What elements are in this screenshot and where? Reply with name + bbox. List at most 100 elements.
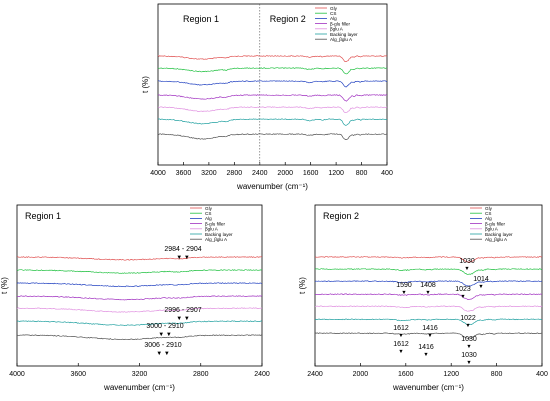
x-tick-label: 400 (536, 371, 548, 378)
spectrum-line (315, 256, 543, 263)
peak-annotation: 1612 (393, 341, 409, 348)
x-tick-label: 1200 (328, 170, 344, 177)
peak-annotation: 1416 (418, 344, 434, 351)
peak-arrow-icon: ▼ ▼ (176, 316, 190, 322)
spectrum-line (157, 133, 388, 140)
spectrum-line (157, 67, 388, 75)
x-tick-label: 4000 (9, 371, 25, 378)
x-axis-label: wavenumber (cm⁻¹) (103, 383, 175, 392)
peak-arrow-icon: ▼ (427, 333, 432, 339)
spectrum-line (158, 80, 387, 88)
peak-arrow-icon: ▼ (401, 290, 406, 296)
legend-entry: Alg_βglu A (330, 37, 353, 42)
peak-annotation: 1612 (393, 325, 409, 332)
legend-entry: Gly (330, 6, 338, 11)
legend-entry: Alg (330, 16, 337, 21)
peak-arrow-icon: ▼ (465, 323, 470, 329)
x-tick-label: 800 (491, 371, 503, 378)
peak-annotation: 1023 (455, 286, 471, 293)
spectrum-line (157, 55, 388, 62)
peak-annotation: 1022 (460, 315, 476, 322)
peak-annotation: 1408 (420, 282, 436, 289)
legend-entry: βglu A (205, 227, 219, 232)
y-axis-label: t (%) (141, 76, 150, 93)
peak-annotation: 1590 (396, 282, 412, 289)
peak-annotation: 1030 (461, 336, 477, 343)
region-title: Region 2 (323, 211, 359, 221)
legend-entry: Gly (485, 206, 493, 211)
legend-entry: Alg_βglu A (485, 237, 508, 242)
plot-frame (314, 204, 543, 367)
peak-arrow-icon: ▼ (466, 360, 471, 366)
legend-entry: βglu A (330, 27, 344, 32)
peak-arrow-icon: ▼ ▼ (158, 332, 172, 338)
region-1-title: Region 1 (183, 14, 219, 24)
spectrum-line (16, 269, 263, 274)
peak-annotation: 2996 - 2907 (164, 307, 201, 314)
peak-annotation: 3000 - 2910 (146, 323, 183, 330)
peak-annotation: 1030 (461, 352, 477, 359)
legend-entry: β-glu filler (330, 21, 350, 26)
peak-arrow-icon: ▼ ▼ (176, 255, 190, 261)
x-tick-label: 2000 (353, 371, 369, 378)
x-axis-label: wavenumber (cm⁻¹) (392, 383, 464, 392)
legend-entry: CS (205, 211, 211, 216)
spectrum-line (17, 256, 263, 261)
spectrum-line (17, 295, 263, 301)
x-tick-label: 2400 (252, 170, 268, 177)
legend-entry: Alg_βglu A (205, 237, 228, 242)
peak-arrow-icon: ▼ (466, 344, 471, 350)
peak-annotation: 2984 - 2904 (164, 246, 201, 253)
x-tick-label: 2000 (277, 170, 293, 177)
spectrum-line (16, 307, 263, 313)
peak-arrow-icon: ▼ (423, 352, 428, 358)
legend-entry: Gly (205, 206, 213, 211)
plot-frame (16, 204, 263, 367)
x-tick-label: 1600 (398, 371, 414, 378)
spectrum-line (314, 332, 543, 339)
spectrum-line (16, 320, 263, 326)
peak-arrow-icon: ▼ (398, 333, 403, 339)
peak-annotation: 1416 (422, 325, 438, 332)
spectrum-line (314, 318, 543, 326)
x-tick-label: 2400 (254, 371, 270, 378)
x-tick-label: 4000 (150, 170, 166, 177)
region-title: Region 1 (25, 211, 61, 221)
spectrum-line (314, 305, 543, 312)
x-tick-label: 1200 (443, 371, 459, 378)
legend-entry: Alg (205, 216, 212, 221)
legend-entry: Backing layer (485, 232, 513, 237)
peak-arrow-icon: ▼ (425, 290, 430, 296)
x-tick-label: 2400 (307, 371, 323, 378)
legend-entry: Alg (485, 216, 492, 221)
peak-arrow-icon: ▼ (460, 294, 465, 300)
spectrum-line (157, 94, 388, 102)
x-tick-label: 2800 (193, 371, 209, 378)
peak-arrow-icon: ▼ (478, 284, 483, 290)
spectrum-line (16, 282, 262, 288)
spectrum-line (157, 106, 388, 113)
peak-annotation: 1030 (459, 258, 475, 265)
spectrum-line (314, 293, 543, 300)
x-tick-label: 400 (381, 170, 393, 177)
legend-entry: β-glu filler (205, 221, 225, 226)
legend-entry: β-glu filler (485, 221, 505, 226)
spectrum-line (314, 268, 543, 275)
region-2-title: Region 2 (270, 14, 306, 24)
peak-arrow-icon: ▼ ▼ (156, 351, 170, 357)
y-axis-label: t (%) (298, 277, 307, 294)
x-tick-label: 3200 (201, 170, 217, 177)
spectrum-line (157, 118, 387, 126)
legend-entry: Backing layer (205, 232, 233, 237)
peak-arrow-icon: ▼ (398, 349, 403, 355)
spectrum-line (16, 334, 263, 341)
x-tick-label: 3600 (176, 170, 192, 177)
spectrum-line (314, 280, 543, 287)
peak-annotation: 3006 - 2910 (144, 342, 181, 349)
legend-entry: CS (330, 11, 336, 16)
x-tick-label: 3600 (70, 371, 86, 378)
peak-annotation: 1014 (473, 276, 489, 283)
legend-entry: Backing layer (330, 32, 358, 37)
legend-entry: βglu A (485, 227, 499, 232)
